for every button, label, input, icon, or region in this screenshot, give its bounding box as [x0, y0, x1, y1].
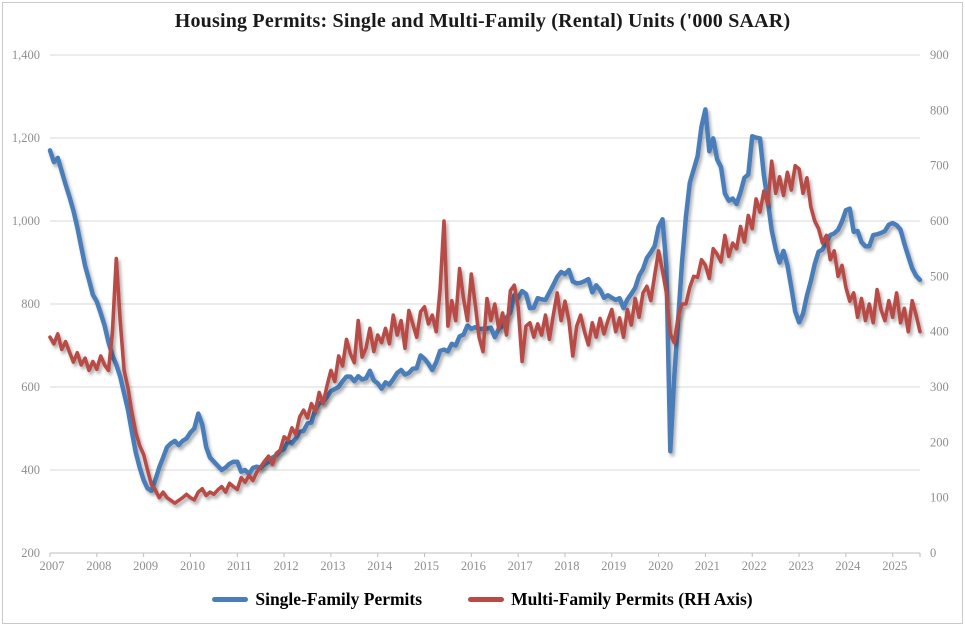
x-axis-tick-label: 2022: [742, 559, 767, 573]
chart-title: Housing Permits: Single and Multi-Family…: [174, 10, 791, 32]
legend-item-single-family: Single-Family Permits: [212, 589, 422, 610]
y-axis-left-tick: 400: [21, 463, 40, 477]
x-axis-tick-label: 2018: [554, 559, 579, 573]
x-axis-tick-label: 2017: [508, 559, 533, 573]
y-axis-right-tick: 200: [930, 435, 949, 449]
y-axis-right-tick: 700: [930, 159, 949, 173]
y-axis-left-tick: 200: [21, 546, 40, 560]
x-axis-tick-label: 2011: [227, 559, 252, 573]
x-axis-tick-label: 2012: [274, 559, 299, 573]
y-axis-right-tick: 100: [930, 491, 949, 505]
x-axis-tick-label: 2010: [180, 559, 205, 573]
single-family-line-swatch: [212, 597, 249, 602]
y-axis-right-tick: 800: [930, 103, 949, 117]
y-axis-left-tick: 800: [21, 297, 40, 311]
y-axis-left-tick: 1,200: [12, 131, 40, 145]
x-axis-tick-label: 2020: [648, 559, 673, 573]
y-axis-right-tick: 0: [930, 546, 936, 560]
y-axis-right-tick: 400: [930, 325, 949, 339]
x-axis-tick-label: 2023: [789, 559, 814, 573]
y-axis-right-tick: 300: [930, 380, 949, 394]
legend-item-multi-family: Multi-Family Permits (RH Axis): [468, 589, 753, 610]
x-axis-tick-label: 2013: [320, 559, 345, 573]
x-axis-tick-label: 2024: [835, 559, 861, 573]
x-axis-tick-label: 2014: [367, 559, 393, 573]
x-axis-tick-label: 2025: [882, 559, 907, 573]
x-axis-tick-label: 2007: [40, 559, 65, 573]
x-axis-tick-label: 2015: [414, 559, 439, 573]
legend-label-multi-family: Multi-Family Permits (RH Axis): [511, 589, 753, 609]
x-axis-tick-label: 2021: [695, 559, 720, 573]
x-axis-tick-label: 2019: [601, 559, 626, 573]
x-axis-tick-label: 2008: [86, 559, 111, 573]
x-axis-tick-label: 2016: [461, 559, 486, 573]
legend-label-single-family: Single-Family Permits: [255, 589, 423, 609]
x-axis: 2007 2008 2009 2010 2011 2012 2013 2014 2015 2016…: [40, 553, 921, 573]
multi-family-line-swatch: [468, 597, 505, 602]
legend: Single-Family Permits Multi-Family Permi…: [0, 589, 965, 610]
y-axis-right-tick: 600: [930, 214, 949, 228]
x-axis-tick-label: 2009: [133, 559, 158, 573]
y-axis-left-tick: 1,400: [12, 48, 40, 62]
gridlines: 200 400 600 800 1,000 1,200 1,400 0 100 200 300 400…: [12, 48, 949, 560]
multi-family-line: [48, 159, 922, 506]
y-axis-right-tick: 900: [930, 48, 949, 62]
y-axis-right-tick: 500: [930, 269, 949, 283]
y-axis-left-tick: 600: [21, 380, 40, 394]
y-axis-left-tick: 1,000: [12, 214, 40, 228]
single-family-line: [47, 107, 923, 494]
